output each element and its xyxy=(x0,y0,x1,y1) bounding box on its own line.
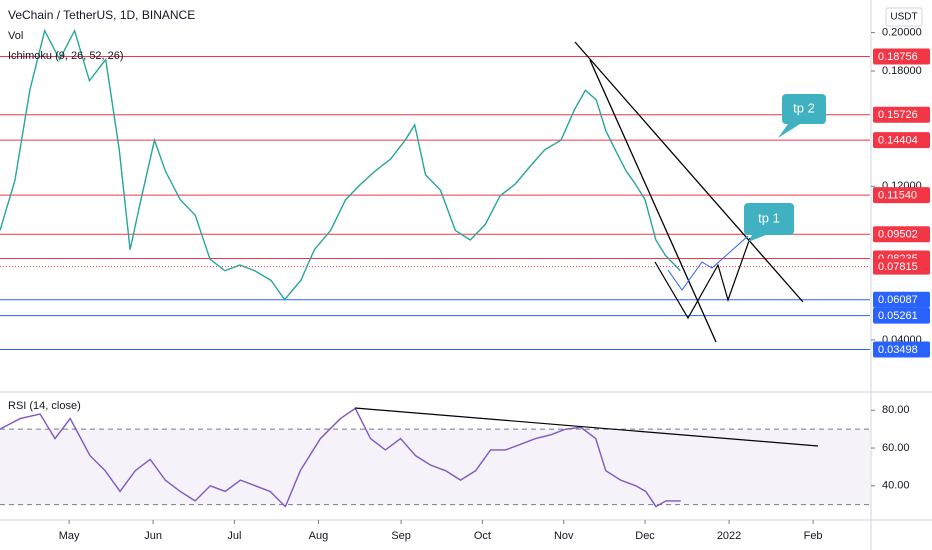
rsi-trendline xyxy=(354,407,819,447)
callout-box xyxy=(782,94,826,124)
price-level-label: 0.07815 xyxy=(878,261,918,273)
projection-arrow xyxy=(667,235,749,291)
y-tick-label: 80.00 xyxy=(882,404,910,416)
callout-box xyxy=(744,203,794,235)
trendline xyxy=(574,41,804,303)
y-tick-label: 60.00 xyxy=(882,442,910,454)
x-tick-label: Jun xyxy=(144,530,162,542)
price-level-tag xyxy=(873,187,930,204)
callout: tp 1 xyxy=(744,203,794,242)
price-level-tag xyxy=(873,106,930,123)
y-tick-label: 40.00 xyxy=(882,480,910,492)
y-tick-label: 0.18000 xyxy=(882,65,922,77)
callout-tail xyxy=(778,124,800,138)
price-level-tag xyxy=(873,258,930,275)
price-level-tag xyxy=(873,48,930,65)
x-tick-label: Nov xyxy=(554,530,574,542)
y-tick-label: 0.20000 xyxy=(882,27,922,39)
price-level-label: 0.14404 xyxy=(878,135,918,147)
price-level-label: 0.05261 xyxy=(878,310,918,322)
price-level-label: 0.06087 xyxy=(878,294,918,306)
x-tick-label: Feb xyxy=(804,530,823,542)
price-level-label: 0.18756 xyxy=(878,51,918,63)
indicator-label: Ichimoku (9, 26, 52, 26) xyxy=(8,50,124,62)
series-line xyxy=(0,28,681,301)
projection-arrow xyxy=(654,237,751,320)
callout-tail xyxy=(748,235,766,242)
rsi-title: RSI (14, close) xyxy=(8,400,81,412)
x-tick-label: Sep xyxy=(391,530,411,542)
annotation: tp 1 xyxy=(758,210,780,225)
callout: tp 2 xyxy=(778,94,826,138)
series-line xyxy=(0,407,681,508)
trendline xyxy=(589,59,717,343)
x-tick-label: May xyxy=(59,530,80,542)
x-tick-label: Dec xyxy=(635,530,655,542)
currency: USDT xyxy=(890,12,917,23)
price-level-tag xyxy=(873,226,930,243)
indicator-label: Vol xyxy=(8,30,23,42)
price-level-label: 0.15726 xyxy=(878,109,918,121)
chart-title: VeChain / TetherUS, 1D, BINANCE xyxy=(8,8,195,22)
price-level-label: 0.11540 xyxy=(878,189,917,201)
price-level-tag xyxy=(873,132,930,149)
price-level-label: 0.09502 xyxy=(878,229,918,241)
price-level-tag xyxy=(873,307,930,324)
annotation: tp 2 xyxy=(793,100,815,115)
x-tick-label: Aug xyxy=(309,530,329,542)
price-level-tag xyxy=(873,341,930,358)
currency-box xyxy=(885,7,923,27)
x-tick-label: Oct xyxy=(474,530,491,542)
price-level-tag xyxy=(873,291,930,308)
price-level-label: 0.03498 xyxy=(878,344,918,356)
layer: May Jun Jul Aug Sep Oct Nov Dec 2022 Feb 0.20000 0.… xyxy=(0,27,930,542)
x-tick-label: 2022 xyxy=(717,530,741,542)
x-tick-label: Jul xyxy=(227,530,241,542)
